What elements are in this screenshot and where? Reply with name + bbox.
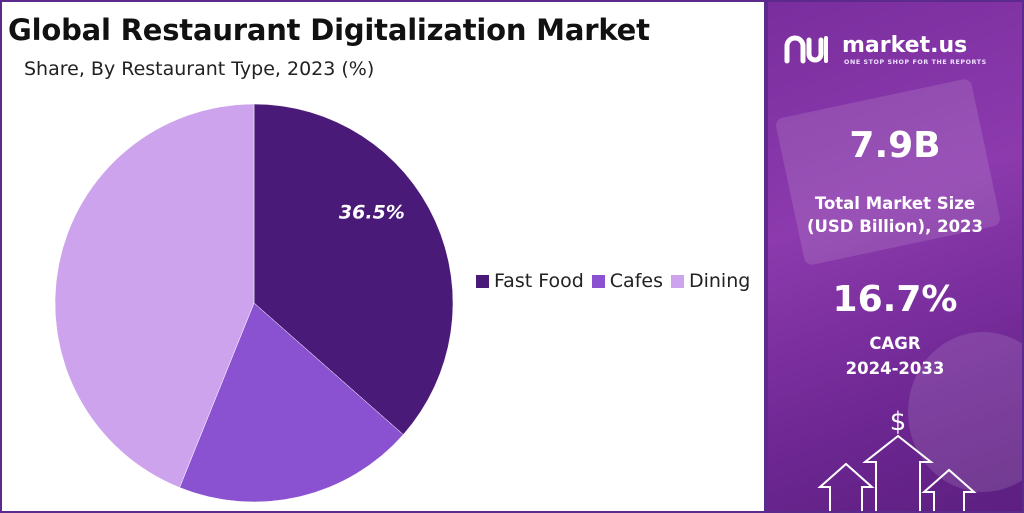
legend-label-dining: Dining xyxy=(688,270,751,292)
pie-slice-cafes xyxy=(179,302,404,503)
market-size-value: 7.9B xyxy=(849,125,941,166)
brand: market.us ONE STOP SHOP FOR THE REPORTS xyxy=(784,32,1014,72)
data-label-fast-food: 36.5% xyxy=(339,201,405,223)
panel-decoration xyxy=(908,332,1022,492)
chart-subtitle: Share, By Restaurant Type, 2023 (%) xyxy=(24,58,375,80)
legend-label-cafes: Cafes xyxy=(609,270,663,292)
cagr-label-line1: CAGR xyxy=(869,334,921,353)
legend-swatch-fast-food xyxy=(476,274,489,288)
info-panel: market.us ONE STOP SHOP FOR THE REPORTS … xyxy=(766,0,1024,513)
dollar-icon: $ xyxy=(890,407,907,437)
legend-item-cafes: Cafes xyxy=(591,268,663,294)
brand-name: market.us xyxy=(842,33,968,58)
legend-swatch-dining xyxy=(670,274,684,288)
chart-legend: Fast Food Cafes Dining xyxy=(476,268,750,294)
up-arrow-icon xyxy=(862,434,934,511)
pie-slice-fast-food xyxy=(253,103,454,435)
pie-chart: 36.5% xyxy=(54,103,454,503)
legend-swatch-cafes xyxy=(591,274,605,288)
cagr-value: 16.7% xyxy=(832,279,958,320)
up-arrow-icon xyxy=(921,468,977,511)
chart-card: 36.5% Global Restaurant Digitalization M… xyxy=(0,0,766,513)
pie-slice-dining xyxy=(54,103,255,488)
legend-label-fast-food: Fast Food xyxy=(494,270,584,292)
growth-arrows: $ xyxy=(817,407,977,511)
chart-title: Global Restaurant Digitalization Market xyxy=(8,13,650,47)
cagr-label-line2: 2024-2033 xyxy=(845,359,945,378)
legend-item-fast-food: Fast Food xyxy=(476,268,584,294)
brand-tagline: ONE STOP SHOP FOR THE REPORTS xyxy=(844,59,987,66)
market-us-logo-icon xyxy=(784,35,828,64)
up-arrow-icon xyxy=(817,462,875,511)
legend-item-dining: Dining xyxy=(670,268,751,294)
market-size-label-line2: (USD Billion), 2023 xyxy=(806,217,984,236)
market-size-label-line1: Total Market Size xyxy=(814,194,976,213)
